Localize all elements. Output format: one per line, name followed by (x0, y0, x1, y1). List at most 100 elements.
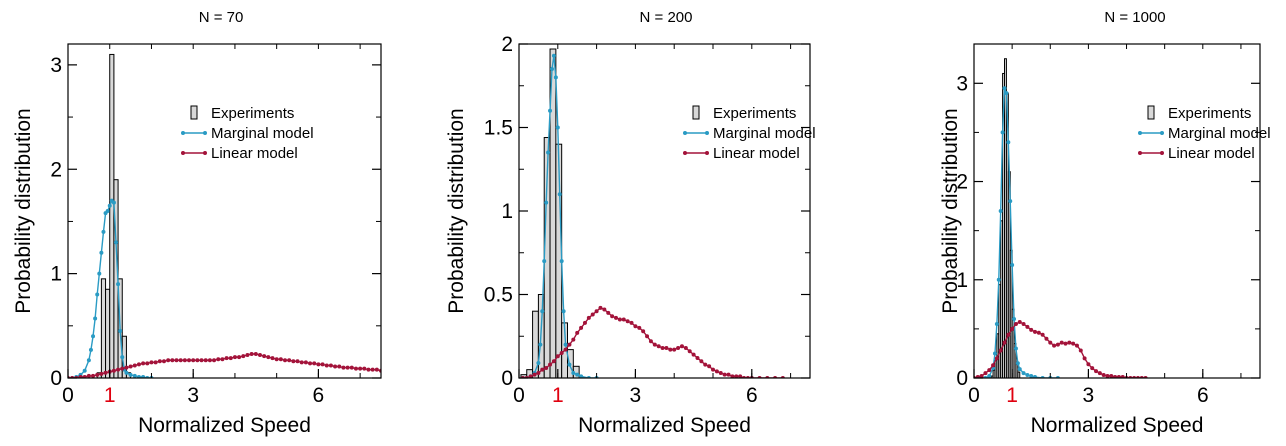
legend-swatch-experiments (1147, 105, 1155, 120)
plot-area (974, 58, 1148, 378)
marginal-model-point (1015, 361, 1020, 366)
x-tick-label: 0 (513, 384, 525, 407)
marginal-model-point (548, 108, 553, 113)
linear-model-point (1059, 340, 1064, 345)
linear-model-point (695, 355, 700, 360)
linear-model-point (563, 347, 568, 352)
legend-swatch-point (1138, 151, 1142, 155)
linear-model-point (567, 342, 572, 347)
panel-n-70: N = 70 0 1 3 6 0 1 2 3 Normalized Speed Probabilit… (12, 9, 382, 437)
x-tick-label: 3 (630, 384, 642, 407)
legend-swatch-point (203, 151, 207, 155)
marginal-model-point (99, 250, 104, 255)
marginal-model-point (559, 259, 564, 264)
linear-model-point (1048, 340, 1053, 345)
linear-model-point (274, 357, 279, 362)
linear-model-point (324, 363, 329, 368)
linear-model-point (128, 364, 133, 369)
linear-model-point (266, 355, 271, 360)
linear-model-point (699, 359, 704, 364)
marginal-model-point (120, 355, 125, 360)
marginal-model-point (141, 374, 146, 378)
y-tick-label: 1 (956, 269, 968, 292)
linear-model-point (602, 307, 607, 312)
linear-model-point (633, 324, 638, 329)
linear-model-point (1040, 332, 1045, 337)
marginal-model-point (118, 329, 123, 334)
marginal-model-point (551, 53, 556, 58)
linear-model-point (1025, 324, 1030, 329)
marginal-model-point (561, 309, 566, 314)
marginal-model-point (571, 370, 576, 375)
marginal-model-point (132, 373, 137, 378)
y-axis-label: Probability distribution (939, 108, 962, 313)
y-tick-label: 1 (50, 263, 62, 286)
linear-model-point (730, 374, 735, 378)
marginal-model-point (553, 75, 558, 80)
linear-model-point (582, 320, 587, 325)
legend-entry: Experiments (713, 105, 796, 122)
linear-model-point (257, 353, 262, 358)
linear-model-point (316, 362, 321, 367)
linear-model-point (228, 356, 233, 361)
legend-swatch-point (683, 151, 687, 155)
marginal-model-point (544, 200, 549, 205)
legend-swatch-point (683, 131, 687, 135)
x-tick-label: 6 (746, 384, 758, 407)
linear-model-point (262, 354, 267, 359)
linear-model-point (664, 345, 669, 350)
marginal-model-point (128, 372, 133, 377)
linear-model-point (207, 358, 212, 363)
x-tick-label: 6 (313, 384, 325, 407)
marginal-model-point (992, 351, 997, 356)
linear-model-point (291, 359, 296, 364)
legend: Experiments Marginal model Linear model (683, 105, 816, 162)
chart-title: N = 1000 (1104, 9, 1165, 26)
linear-model-point (528, 374, 533, 378)
linear-model-point (241, 354, 246, 359)
linear-model-point (590, 312, 595, 317)
x-tick-label: 3 (187, 384, 199, 407)
y-tick-label: 0.5 (484, 284, 513, 307)
linear-model-point (575, 330, 580, 335)
linear-model-point (95, 372, 100, 377)
marginal-model-point (998, 209, 1003, 213)
plot-area (520, 48, 785, 378)
linear-model-point (586, 315, 591, 320)
plot-frame (67, 43, 382, 379)
marginal-model-point (994, 321, 999, 326)
linear-model-point (1052, 343, 1057, 348)
linear-model-point (625, 319, 630, 324)
linear-model-point (676, 345, 681, 350)
chart-title: N = 200 (640, 9, 693, 26)
linear-model-point (245, 353, 250, 358)
marginal-model-point (101, 229, 106, 234)
linear-model-point (91, 373, 96, 378)
linear-model-point (312, 361, 317, 366)
y-tick-label: 2 (501, 33, 513, 56)
linear-model-point (99, 371, 104, 376)
linear-model-point (660, 345, 665, 350)
linear-model-point (174, 358, 179, 363)
y-tick-label: 1.5 (484, 117, 513, 140)
linear-model-point (349, 365, 354, 370)
legend-swatch-point (1138, 131, 1142, 135)
linear-model-point (544, 365, 549, 370)
linear-model-point (679, 344, 684, 349)
linear-model-point (220, 357, 225, 362)
y-tick-label: 2 (50, 158, 62, 181)
x-tick-label: 1 (552, 384, 564, 407)
linear-model-point (270, 356, 275, 361)
marginal-model-point (91, 334, 96, 339)
linear-model-point (224, 356, 229, 361)
legend-swatch-point (181, 151, 185, 155)
marginal-model-point (97, 271, 102, 276)
legend-entry: Linear model (211, 145, 298, 162)
linear-model-point (691, 352, 696, 357)
plot-area (68, 53, 381, 378)
marginal-model-point (1017, 367, 1022, 372)
linear-model-point (82, 374, 87, 378)
linear-model-point (532, 372, 537, 377)
marginal-model-point (1013, 346, 1018, 351)
y-axis-label: Probability distribution (445, 108, 468, 313)
